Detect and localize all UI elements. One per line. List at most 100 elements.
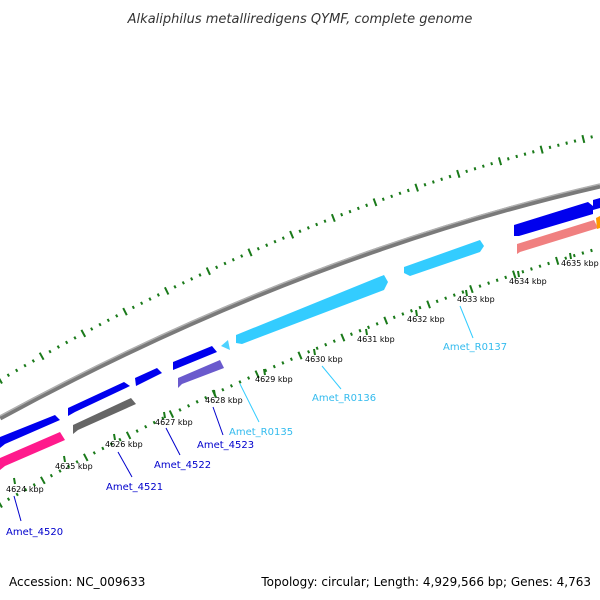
gc-tick bbox=[247, 248, 253, 257]
gene-label-amet-4520[interactable]: Amet_4520 bbox=[6, 527, 63, 538]
gc-tick bbox=[6, 373, 10, 377]
gc-tick bbox=[198, 273, 202, 277]
gc-tick bbox=[80, 329, 87, 338]
gene-label-amet-4521[interactable]: Amet_4521 bbox=[106, 482, 163, 493]
gene-label-amet-r0135[interactable]: Amet_R0135 bbox=[229, 427, 293, 438]
gc-tick bbox=[281, 236, 285, 240]
gc-tick bbox=[83, 453, 89, 462]
gc-tick bbox=[521, 270, 525, 274]
gc-tick bbox=[306, 226, 310, 230]
gc-tick bbox=[487, 281, 491, 285]
gc-tick bbox=[547, 261, 550, 266]
gene-arrow-cds[interactable] bbox=[0, 415, 60, 448]
gc-tick bbox=[90, 327, 94, 331]
kbp-tick bbox=[63, 455, 66, 463]
kbp-label: 4626 kbp bbox=[105, 440, 143, 449]
gc-tick bbox=[231, 257, 235, 262]
gc-tick bbox=[573, 139, 577, 143]
kbp-tick bbox=[313, 348, 316, 356]
gene-arrow-cds[interactable] bbox=[593, 198, 600, 210]
gene-label-amet-r0136[interactable]: Amet_R0136 bbox=[312, 393, 376, 404]
gc-tick bbox=[24, 487, 28, 492]
gc-tick bbox=[15, 368, 19, 373]
gc-tick bbox=[135, 429, 139, 433]
gc-tick bbox=[478, 284, 482, 288]
gc-tick bbox=[423, 182, 427, 187]
gc-tick bbox=[581, 251, 585, 255]
gc-tick bbox=[530, 267, 533, 271]
gene-arrow-amet-4521[interactable] bbox=[68, 382, 130, 416]
gc-tick bbox=[298, 229, 302, 234]
gc-tick bbox=[440, 177, 444, 181]
kbp-label: 4625 kbp bbox=[55, 462, 93, 471]
gene-arrow-amet-4523[interactable] bbox=[173, 346, 217, 370]
leader-amet-4521 bbox=[117, 451, 133, 478]
gene-arrow-amet-r0137[interactable] bbox=[404, 240, 484, 276]
gene-arrow-amet-r0135[interactable] bbox=[221, 340, 230, 350]
gc-tick bbox=[38, 352, 45, 361]
gc-tick bbox=[178, 408, 182, 412]
gc-tick bbox=[31, 359, 35, 363]
gc-tick bbox=[32, 483, 36, 487]
gc-tick bbox=[122, 307, 128, 316]
kbp-label: 4630 kbp bbox=[305, 355, 343, 364]
cog-block-gray bbox=[73, 398, 136, 434]
gene-arrow-amet-4522[interactable] bbox=[135, 368, 162, 386]
kbp-label: 4628 kbp bbox=[205, 396, 243, 405]
gc-tick bbox=[140, 301, 144, 306]
gc-tick bbox=[356, 206, 360, 211]
cog-block-pink bbox=[0, 432, 65, 470]
gc-tick bbox=[238, 380, 242, 384]
gc-tick bbox=[73, 336, 77, 340]
gc-tick bbox=[240, 254, 244, 258]
gc-tick bbox=[125, 431, 132, 440]
gc-tick bbox=[590, 135, 593, 139]
kbp-tick bbox=[163, 411, 166, 419]
kbp-tick bbox=[13, 477, 16, 485]
gc-tick bbox=[381, 197, 385, 202]
gene-label-amet-4522[interactable]: Amet_4522 bbox=[154, 460, 211, 471]
gc-tick bbox=[506, 157, 510, 161]
gc-tick bbox=[444, 296, 448, 300]
gc-tick bbox=[392, 315, 396, 320]
leader-amet-r0137 bbox=[459, 305, 474, 339]
gc-tick bbox=[144, 424, 148, 429]
leader-amet-4520 bbox=[13, 495, 22, 522]
gene-label-amet-4523[interactable]: Amet_4523 bbox=[197, 440, 254, 451]
kbp-tick bbox=[569, 252, 572, 260]
gc-tick bbox=[564, 256, 568, 260]
gc-tick bbox=[273, 239, 277, 244]
gc-tick bbox=[340, 212, 344, 217]
gc-tick bbox=[101, 446, 105, 451]
gc-tick bbox=[98, 322, 102, 327]
gc-tick bbox=[565, 141, 568, 145]
leader-amet-r0135 bbox=[239, 383, 260, 423]
accession-text: Accession: NC_009633 bbox=[9, 575, 145, 589]
gc-tick bbox=[215, 265, 219, 270]
gc-tick bbox=[205, 267, 211, 276]
gc-tick bbox=[315, 346, 319, 350]
gc-tick bbox=[156, 293, 160, 297]
gc-tick bbox=[348, 209, 352, 214]
cog-block-purple bbox=[178, 360, 224, 388]
gene-arrow-cds[interactable] bbox=[514, 202, 593, 236]
leader-amet-4522 bbox=[165, 427, 181, 456]
gc-tick bbox=[161, 416, 165, 421]
gc-tick bbox=[23, 363, 27, 368]
gc-tick bbox=[148, 297, 152, 301]
kbp-scale: 4624 kbp 4625 kbp 4626 kbp 4627 kbp 4628… bbox=[6, 252, 599, 494]
gc-tick bbox=[390, 194, 394, 199]
gc-tick bbox=[58, 469, 62, 473]
leader-amet-r0136 bbox=[321, 365, 342, 390]
kbp-tick bbox=[213, 389, 216, 397]
gc-tick bbox=[372, 198, 378, 207]
label-leaders bbox=[13, 305, 474, 522]
gc-tick bbox=[490, 161, 494, 166]
gene-arrow-amet-r0136[interactable] bbox=[236, 275, 388, 344]
gc-tick bbox=[40, 476, 46, 485]
kbp-tick bbox=[517, 270, 520, 278]
gene-label-amet-r0137[interactable]: Amet_R0137 bbox=[443, 342, 507, 353]
gc-tick bbox=[115, 314, 119, 318]
gc-tick bbox=[332, 339, 336, 343]
map-title: Alkaliphilus metalliredigens QYMF, compl… bbox=[127, 12, 473, 27]
